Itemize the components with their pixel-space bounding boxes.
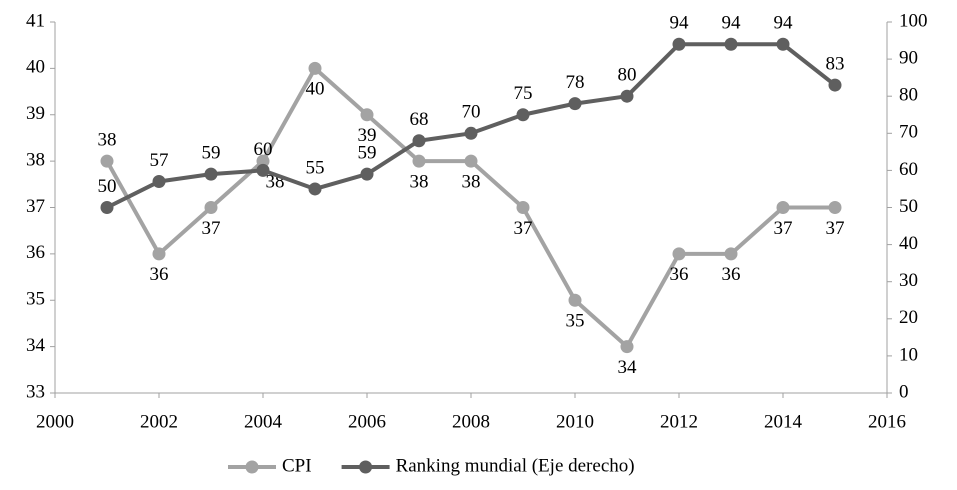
legend-label: Ranking mundial (Eje derecho)	[396, 455, 635, 476]
point	[360, 167, 374, 181]
point	[204, 167, 218, 181]
y2-tick-label: 70	[899, 122, 918, 143]
x-tick-label: 2012	[660, 411, 698, 432]
y2-tick-label: 90	[899, 47, 918, 68]
data-label: 83	[826, 53, 845, 74]
point	[412, 134, 426, 148]
x-tick-label: 2010	[556, 411, 594, 432]
data-label: 39	[358, 125, 377, 146]
point	[100, 201, 114, 214]
data-label: 37	[202, 218, 221, 239]
x-tick-label: 2014	[764, 411, 803, 432]
x-tick-label: 2016	[868, 411, 906, 432]
data-label: 70	[462, 102, 481, 123]
y-tick-label: 34	[26, 335, 46, 356]
point	[464, 126, 478, 140]
point	[256, 154, 270, 168]
data-label: 94	[722, 13, 742, 34]
y-tick-label: 35	[26, 289, 45, 310]
y-tick-label: 41	[26, 10, 45, 31]
y-tick-label: 38	[26, 149, 45, 170]
point	[516, 201, 530, 214]
y2-tick-label: 40	[899, 233, 918, 254]
x-tick-label: 2006	[348, 411, 386, 432]
legend-label: CPI	[282, 455, 312, 476]
legend-marker	[245, 460, 259, 474]
data-label: 38	[98, 129, 117, 150]
y-tick-label: 40	[26, 57, 45, 78]
y2-tick-label: 30	[899, 270, 918, 291]
x-tick-label: 2008	[452, 411, 490, 432]
point	[360, 108, 374, 122]
data-label: 78	[566, 72, 585, 93]
y2-tick-label: 100	[899, 10, 928, 31]
data-label: 40	[306, 79, 325, 100]
x-tick-label: 2000	[36, 411, 74, 432]
point	[100, 154, 114, 168]
y-tick-label: 36	[26, 242, 45, 263]
y-tick-label: 33	[26, 381, 45, 402]
y-tick-label: 37	[26, 196, 45, 217]
point	[776, 201, 790, 214]
point	[776, 37, 790, 51]
point	[516, 108, 530, 122]
data-label: 37	[514, 218, 533, 239]
point	[620, 340, 634, 354]
data-label: 36	[722, 264, 741, 285]
data-label: 75	[514, 83, 533, 104]
y2-tick-label: 20	[899, 307, 918, 328]
point	[672, 37, 686, 51]
point	[152, 175, 166, 189]
data-label: 94	[670, 13, 690, 34]
point	[256, 163, 270, 177]
data-label: 38	[410, 171, 429, 192]
legend-marker	[359, 460, 373, 474]
data-label: 35	[566, 311, 585, 332]
data-label: 55	[306, 157, 325, 178]
x-tick-label: 2002	[140, 411, 178, 432]
y2-tick-label: 10	[899, 344, 918, 365]
point	[568, 293, 582, 307]
point	[828, 78, 842, 92]
point	[568, 97, 582, 111]
y2-tick-label: 0	[899, 381, 909, 402]
data-label: 37	[826, 218, 845, 239]
data-label: 34	[618, 357, 638, 378]
data-label: 68	[410, 109, 429, 130]
point	[308, 182, 322, 196]
data-label: 36	[150, 264, 169, 285]
point	[204, 201, 218, 214]
data-label: 80	[618, 65, 637, 86]
data-label: 37	[774, 218, 793, 239]
point	[412, 154, 426, 168]
data-label: 59	[202, 142, 221, 163]
point	[724, 247, 738, 261]
y-tick-label: 39	[26, 103, 45, 124]
point	[152, 247, 166, 261]
point	[464, 154, 478, 168]
data-label: 38	[462, 171, 481, 192]
data-label: 36	[670, 264, 689, 285]
point	[828, 201, 842, 214]
data-label: 60	[254, 139, 273, 160]
data-label: 94	[774, 13, 794, 34]
data-label: 50	[98, 176, 117, 197]
data-label: 59	[358, 142, 377, 163]
point	[308, 61, 322, 75]
x-tick-label: 2004	[244, 411, 283, 432]
y2-tick-label: 80	[899, 85, 918, 106]
point	[724, 37, 738, 51]
data-label: 57	[150, 150, 169, 171]
point	[620, 89, 634, 103]
y2-tick-label: 50	[899, 196, 918, 217]
y2-tick-label: 60	[899, 159, 918, 180]
point	[672, 247, 686, 261]
